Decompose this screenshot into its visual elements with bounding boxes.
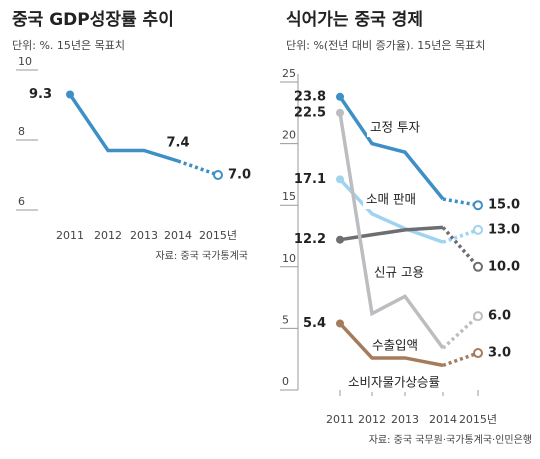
x-tick-label: 2012	[358, 413, 386, 426]
series-line	[442, 228, 479, 244]
y-tick-label: 10	[282, 252, 296, 265]
annotation-bg	[371, 264, 442, 282]
point	[473, 348, 483, 359]
series-line	[441, 226, 480, 268]
x-tick-label: 2013	[391, 413, 419, 426]
x-tick-label: 2015년	[459, 413, 497, 426]
series-line	[68, 93, 179, 163]
point	[336, 92, 344, 101]
data-label: 10.0	[488, 259, 520, 274]
data-label: 6.0	[488, 309, 511, 324]
annotation-bg	[367, 119, 438, 137]
data-label: 23.8	[294, 89, 326, 104]
data-label: 7.4	[166, 136, 189, 151]
series-label: 소매 판매	[366, 192, 416, 207]
y-tick-label: 25	[282, 67, 296, 80]
point	[336, 108, 344, 117]
series-line	[442, 197, 479, 207]
series-line	[338, 95, 445, 201]
series-label: 고정 투자	[370, 120, 420, 135]
point	[66, 90, 74, 99]
point	[473, 224, 483, 235]
y-tick-label: 15	[282, 190, 296, 203]
data-label: 5.4	[303, 316, 326, 331]
annotation-bg	[369, 337, 427, 355]
point	[336, 319, 344, 328]
y-tick-label: 6	[18, 195, 25, 208]
chart-title: 중국 GDP성장률 추이	[12, 10, 174, 30]
series-line	[441, 314, 480, 350]
series-line	[442, 351, 479, 368]
data-label: 13.0	[488, 222, 520, 237]
chart-title: 식어가는 중국 경제	[286, 10, 423, 30]
annotation-bg	[363, 191, 434, 209]
y-tick-label: 10	[18, 55, 32, 68]
data-label: 3.0	[488, 346, 511, 361]
point	[213, 170, 223, 180]
chart-subtitle: 단위: %. 15년은 목표치	[12, 39, 125, 52]
y-tick-label: 20	[282, 129, 296, 142]
series-line	[338, 322, 444, 368]
point	[473, 261, 483, 272]
data-label: 12.2	[294, 232, 326, 247]
y-tick-label: 0	[282, 375, 289, 388]
x-tick-label: 2014	[164, 229, 192, 242]
data-label: 7.0	[228, 168, 251, 183]
x-tick-label: 2011	[326, 413, 354, 426]
series-line	[177, 159, 219, 177]
series-label: 신규 고용	[374, 265, 424, 280]
x-tick-label: 2015년	[199, 229, 237, 242]
point	[473, 200, 483, 211]
data-label: 9.3	[29, 87, 52, 102]
y-tick-label: 5	[282, 313, 289, 326]
y-tick-label: 8	[18, 125, 25, 138]
data-label: 15.0	[488, 198, 520, 213]
x-tick-label: 2012	[94, 229, 122, 242]
annotation-bg	[345, 374, 455, 392]
series-line	[338, 112, 445, 350]
series-line	[339, 225, 444, 242]
data-label: 17.1	[294, 172, 326, 187]
data-label: 22.5	[294, 105, 326, 120]
series-line	[338, 178, 444, 244]
source: 자료: 중국 국무원·국가통계국·인민은행	[369, 434, 532, 446]
series-label: 수출입액	[372, 338, 418, 353]
point	[336, 235, 344, 244]
source: 자료: 중국 국가통계국	[155, 250, 248, 262]
x-tick-label: 2013	[130, 229, 158, 242]
x-tick-label: 2014	[429, 413, 457, 426]
point	[336, 175, 344, 184]
series-label: 소비자물가상승률	[348, 375, 440, 390]
chart-subtitle: 단위: %(전년 대비 증가율). 15년은 목표치	[286, 39, 485, 52]
point	[473, 311, 483, 322]
x-tick-label: 2011	[56, 229, 84, 242]
